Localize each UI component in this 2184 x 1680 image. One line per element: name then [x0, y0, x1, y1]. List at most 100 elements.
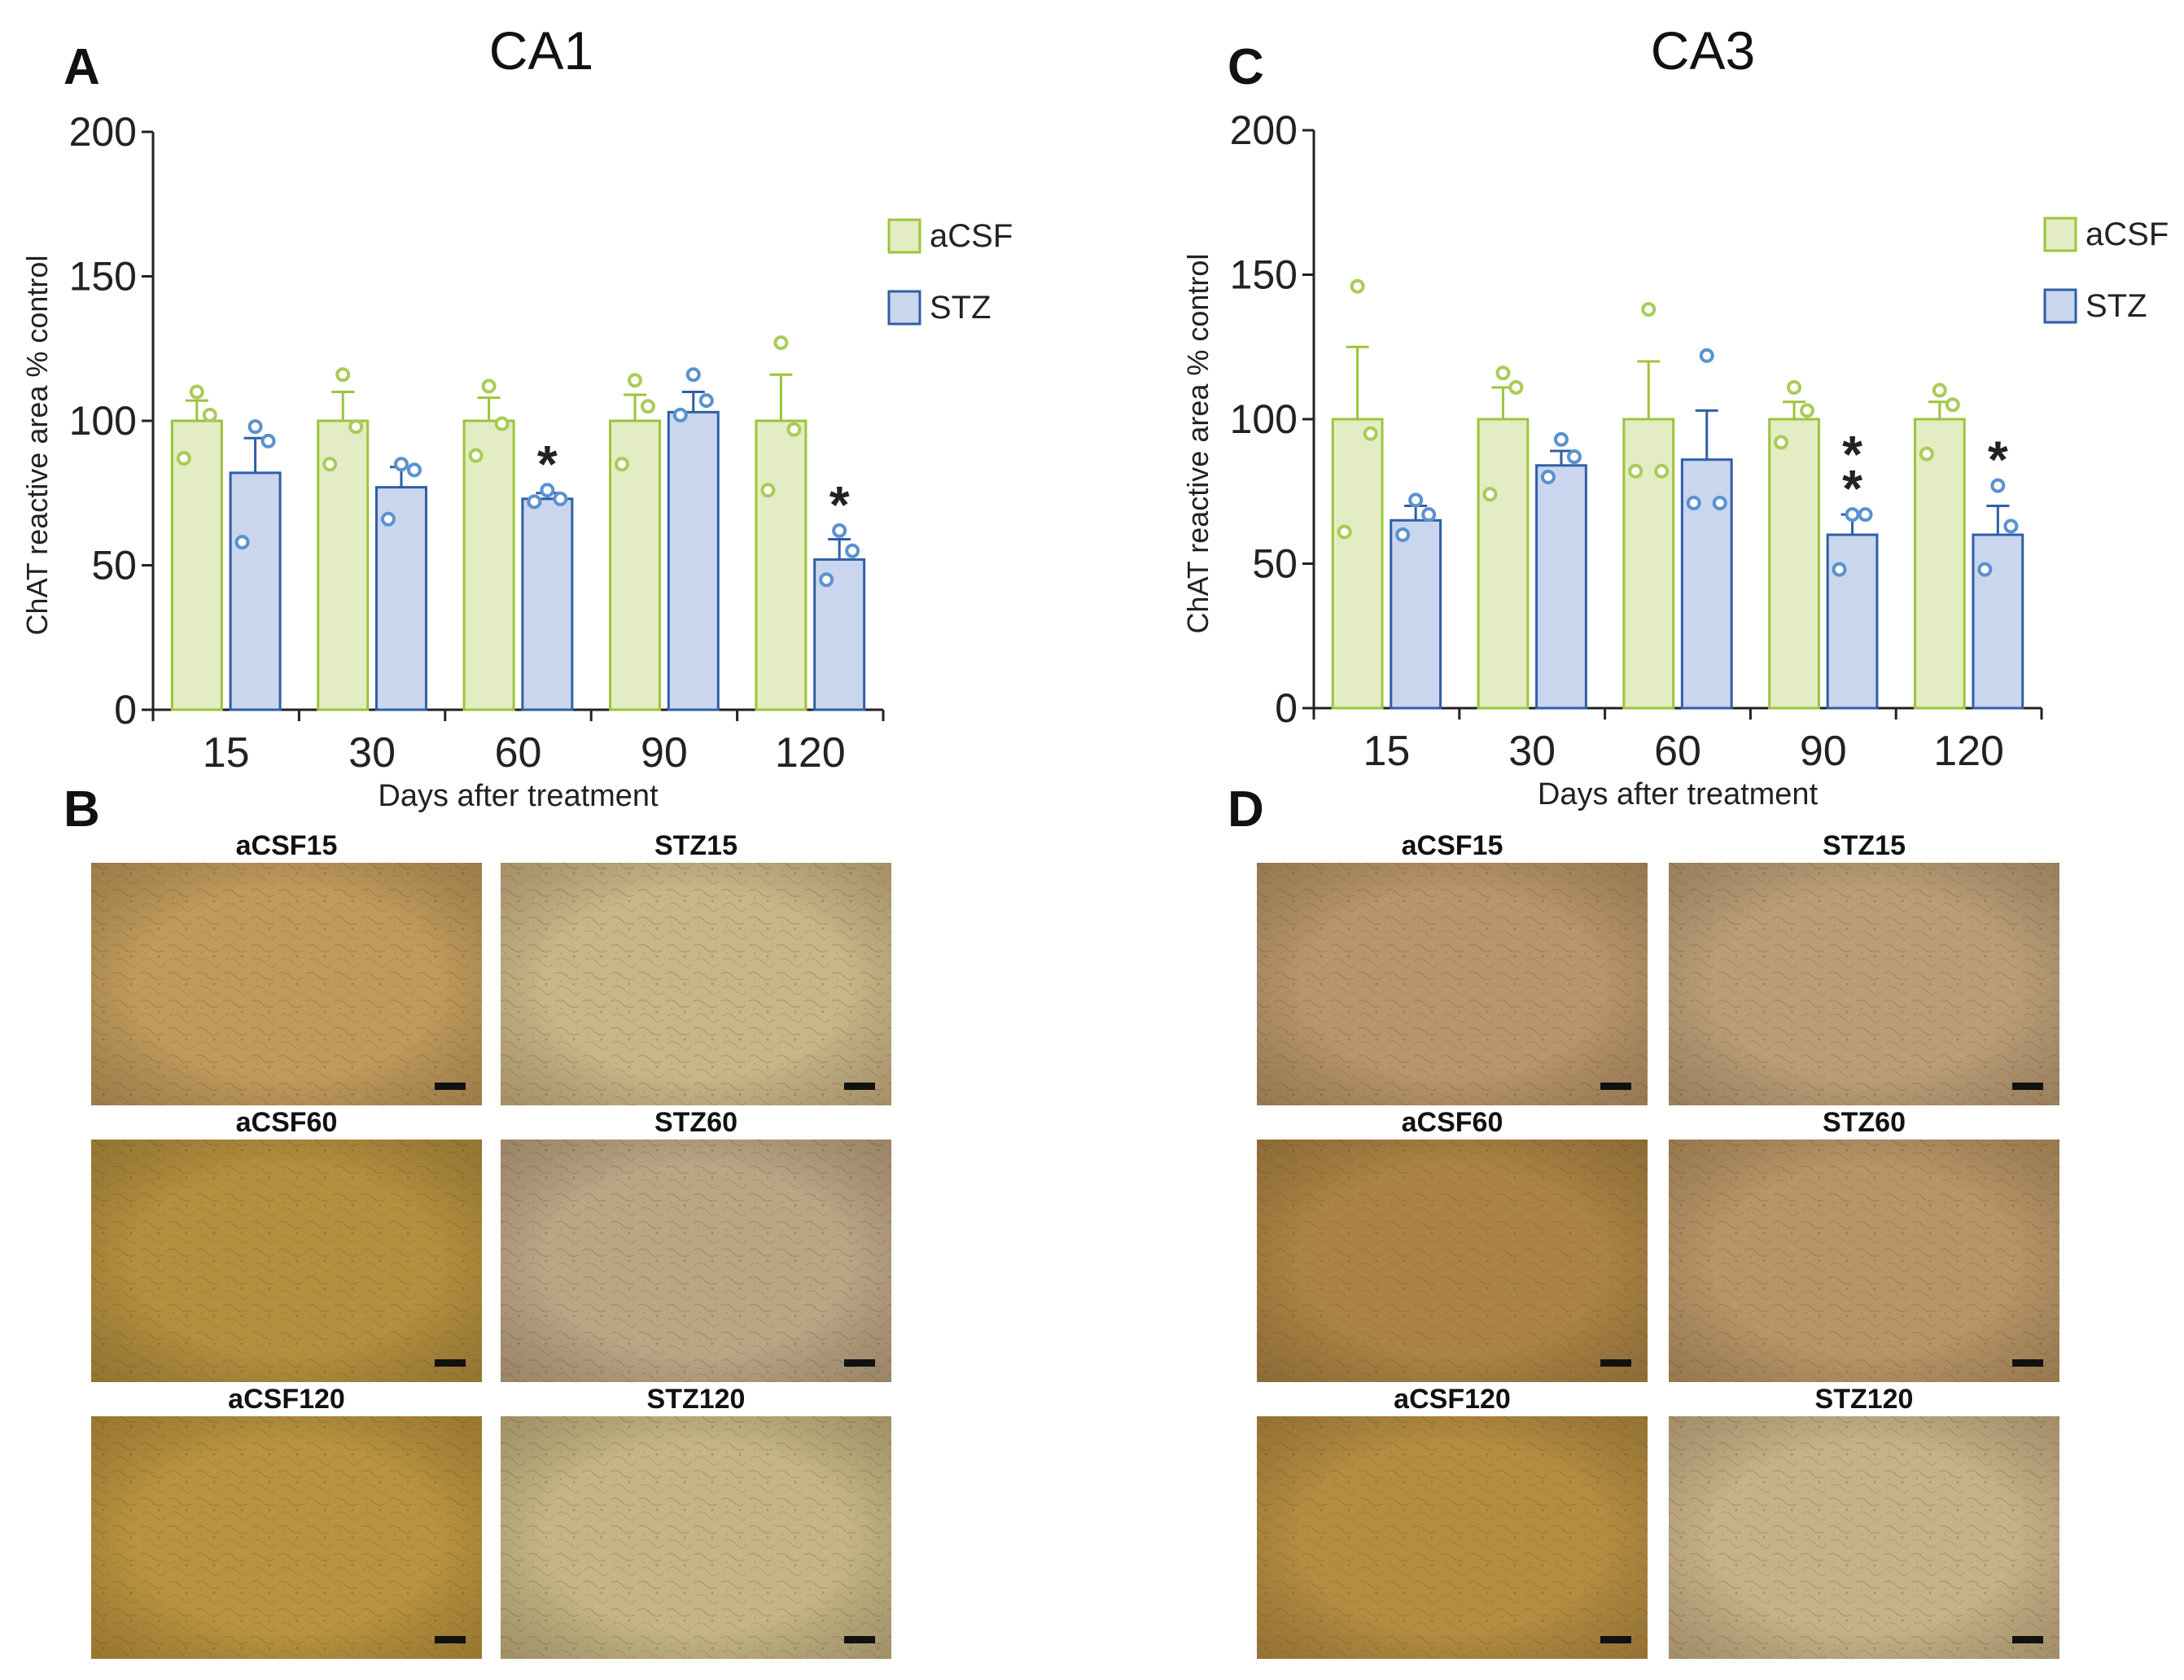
data-point-stz	[1832, 562, 1847, 577]
data-point-acsf	[1800, 403, 1815, 418]
bar-acsf	[1622, 418, 1675, 710]
chart-ca3: CA3 0 50 100 150 200 15 30 60 90 120 Days after tre…	[1181, 20, 2169, 812]
panel-letter-a: A	[63, 39, 100, 95]
micrograph-shading	[1669, 863, 2059, 1105]
data-point-stz	[1421, 507, 1437, 523]
data-point-stz	[1566, 449, 1582, 465]
data-point-stz	[553, 491, 568, 506]
data-point-acsf	[1363, 426, 1378, 441]
data-point-acsf	[1919, 446, 1934, 462]
micrograph-label: aCSF15	[236, 830, 338, 861]
data-point-acsf	[176, 451, 191, 466]
data-point-stz	[247, 419, 263, 435]
data-point-stz	[1408, 492, 1424, 508]
panel-letter-d: D	[1228, 781, 1264, 838]
bar-acsf	[1331, 418, 1384, 710]
scale-bar	[844, 1636, 875, 1643]
data-point-acsf	[1641, 302, 1657, 317]
y-axis-label: ChAT reactive area % control	[1181, 254, 1215, 634]
data-point-acsf	[1654, 463, 1670, 479]
y-tick-label: 0	[1275, 685, 1298, 731]
scale-bar	[844, 1359, 875, 1367]
x-tick-label: 15	[1363, 728, 1410, 775]
legend-swatch-acsf	[2043, 217, 2077, 252]
micrograph-shading	[91, 1416, 482, 1659]
data-point-acsf	[1482, 487, 1498, 502]
y-tick-label: 50	[91, 543, 137, 588]
x-tick-label: 30	[348, 729, 396, 777]
scale-bar	[435, 1636, 466, 1643]
bar-acsf	[170, 419, 223, 711]
data-point-acsf	[1495, 365, 1511, 381]
scale-bar	[435, 1083, 466, 1090]
data-point-acsf	[641, 399, 656, 414]
panel-letter-c: C	[1228, 39, 1264, 95]
micrograph-label: aCSF120	[1394, 1384, 1511, 1415]
micrograph-shading	[1257, 1140, 1648, 1382]
data-point-stz	[672, 407, 688, 422]
x-tick-label: 120	[775, 729, 846, 777]
data-point-stz	[1553, 431, 1569, 447]
y-tick-label: 150	[69, 254, 137, 300]
data-point-stz	[393, 457, 409, 472]
significance-marker: *	[829, 475, 850, 534]
x-tick-label: 60	[495, 729, 542, 777]
bar-stz	[1972, 533, 2024, 710]
micrograph-shading	[501, 863, 891, 1105]
data-point-acsf	[786, 422, 802, 437]
data-point-stz	[260, 433, 276, 448]
micrograph-panel-d: aCSF15 STZ15 aCSF60 STZ60 aCSF120 STZ120	[1257, 830, 2059, 1659]
x-tick-label: 30	[1508, 728, 1556, 775]
data-point-stz	[1990, 478, 2006, 493]
data-point-stz	[234, 535, 250, 550]
chart-ca1: CA1 0 50 100 150 200 15 30 60 90 120 Days after tre…	[20, 20, 1013, 813]
micrograph-label: STZ60	[654, 1107, 737, 1138]
bar-stz	[667, 410, 720, 711]
data-point-acsf	[1628, 463, 1643, 479]
x-axis-label: Days after treatment	[378, 779, 659, 813]
data-point-acsf	[628, 373, 643, 388]
data-point-acsf	[1945, 397, 1960, 413]
significance-marker: *	[1988, 431, 2008, 489]
micrograph-shading	[1669, 1140, 2059, 1382]
scale-bar	[844, 1083, 875, 1090]
data-point-acsf	[760, 483, 776, 498]
bar-stz	[1680, 458, 1733, 710]
bar-stz	[229, 471, 282, 711]
data-point-stz	[527, 494, 542, 510]
chart-title: CA1	[489, 20, 593, 81]
data-point-acsf	[335, 367, 351, 383]
data-point-stz	[1858, 507, 1873, 523]
micrograph-label: STZ15	[654, 830, 737, 861]
bar-acsf	[755, 419, 808, 711]
legend-label-acsf: aCSF	[2086, 217, 2169, 252]
scale-bar	[435, 1359, 466, 1367]
x-tick-label: 90	[1800, 728, 1847, 775]
micrograph-label: aCSF120	[228, 1384, 345, 1415]
data-point-acsf	[189, 384, 204, 400]
data-point-stz	[380, 511, 396, 527]
scale-bar	[1600, 1359, 1631, 1367]
data-point-acsf	[1774, 435, 1789, 450]
legend-label-acsf: aCSF	[930, 218, 1013, 254]
micrograph-shading	[501, 1140, 891, 1382]
y-tick-label: 200	[1230, 107, 1298, 153]
micrograph-label: STZ120	[1815, 1384, 1914, 1415]
micrograph-shading	[91, 863, 482, 1105]
y-tick-label: 100	[1230, 396, 1298, 442]
x-tick-label: 60	[1654, 728, 1701, 775]
data-point-stz	[819, 572, 834, 588]
legend-swatch-acsf	[887, 218, 921, 254]
y-tick-label: 100	[69, 398, 137, 444]
data-point-acsf	[202, 407, 217, 422]
data-point-stz	[2003, 518, 2019, 534]
x-tick-label: 15	[203, 729, 250, 777]
significance-marker: *	[537, 435, 558, 493]
data-point-stz	[1540, 470, 1556, 484]
legend-swatch-stz	[887, 290, 921, 326]
significance-marker: *	[1842, 425, 1862, 483]
data-point-acsf	[1337, 524, 1352, 540]
x-axis-label: Days after treatment	[1538, 777, 1819, 812]
micrograph-shading	[501, 1416, 891, 1659]
